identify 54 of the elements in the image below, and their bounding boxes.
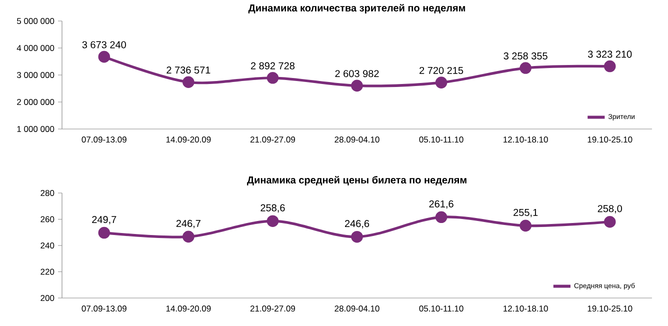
data-label: 258,0 bbox=[598, 205, 622, 214]
point bbox=[604, 60, 616, 72]
x-tick-label: 14.09-20.09 bbox=[166, 136, 211, 143]
point bbox=[435, 211, 448, 224]
y-tick-label: 1 000 000 bbox=[17, 126, 54, 132]
data-label: 246,6 bbox=[344, 220, 370, 228]
point bbox=[182, 230, 194, 243]
x-tick-label: 05.10-11.10 bbox=[419, 306, 464, 312]
x-tick-label: 12.10-18.10 bbox=[504, 306, 548, 312]
data-label: 2 720 215 bbox=[420, 66, 464, 74]
x-tick-label: 12.10-18.10 bbox=[504, 136, 548, 143]
y-tick-label: 200 bbox=[40, 295, 54, 302]
y-tick-label: 280 bbox=[40, 190, 54, 196]
point bbox=[435, 76, 448, 88]
x-tick-label: 28.09-04.10 bbox=[334, 306, 380, 312]
x-tick-label: 14.09-20.09 bbox=[166, 306, 211, 312]
point bbox=[351, 80, 363, 92]
y-tick-label: 260 bbox=[40, 216, 54, 222]
y-tick-label: 220 bbox=[40, 268, 54, 275]
data-label: 3 258 355 bbox=[504, 52, 548, 60]
point bbox=[604, 216, 616, 228]
x-tick-label: 28.09-04.10 bbox=[334, 136, 380, 143]
point bbox=[266, 215, 279, 227]
y-tick-label: 3 000 000 bbox=[16, 72, 54, 78]
point bbox=[98, 50, 110, 63]
x-tick-label: 19.10-25.10 bbox=[588, 306, 632, 312]
chart-title: Динамика средней цены билета по неделям bbox=[247, 176, 466, 186]
point bbox=[351, 230, 363, 243]
x-tick-label: 07.09-13.09 bbox=[82, 306, 126, 312]
x-tick-label: 21.09-27.09 bbox=[250, 136, 295, 143]
data-label: 2 603 982 bbox=[335, 70, 379, 78]
data-label: 249,7 bbox=[92, 216, 116, 224]
y-tick-label: 2 000 000 bbox=[17, 98, 54, 106]
chart-title: Динамика количества зрителей по неделям bbox=[248, 4, 466, 14]
data-label: 3 323 210 bbox=[588, 50, 632, 58]
point bbox=[520, 220, 532, 232]
x-tick-label: 07.09-13.09 bbox=[82, 136, 126, 143]
y-tick-label: 240 bbox=[40, 242, 54, 249]
x-tick-label: 19.10-25.10 bbox=[588, 136, 632, 143]
data-label: 3 673 240 bbox=[82, 41, 126, 48]
point bbox=[98, 226, 110, 239]
data-label: 261,6 bbox=[429, 200, 454, 209]
data-label: 2 892 728 bbox=[250, 62, 295, 70]
x-tick-label: 21.09-27.09 bbox=[250, 306, 295, 312]
data-label: 258,6 bbox=[260, 204, 285, 213]
point bbox=[182, 76, 194, 88]
point bbox=[520, 62, 532, 74]
data-label: 246,7 bbox=[176, 220, 200, 228]
y-tick-label: 5 000 000 bbox=[16, 18, 54, 24]
x-tick-label: 05.10-11.10 bbox=[419, 136, 464, 143]
y-tick-label: 4 000 000 bbox=[16, 45, 54, 52]
data-label: 255,1 bbox=[514, 208, 538, 218]
data-label: 2 736 571 bbox=[166, 66, 210, 74]
point bbox=[266, 72, 279, 84]
